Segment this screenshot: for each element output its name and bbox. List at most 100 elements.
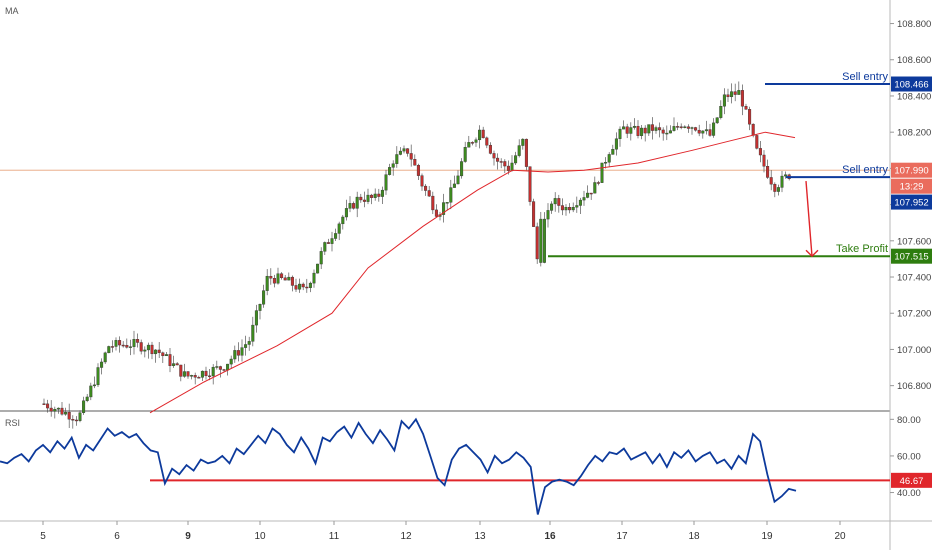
candlestick-series (42, 81, 791, 429)
candle-body (708, 129, 712, 136)
candle-body (294, 285, 298, 290)
candle-body (467, 142, 471, 148)
candle-body (611, 149, 615, 155)
candle-body (672, 126, 676, 131)
candle-body (380, 189, 384, 197)
candle-body (46, 403, 50, 409)
candle-body (100, 361, 104, 368)
price-tick-label: 107.400 (897, 273, 931, 284)
candle-body (704, 129, 708, 132)
candle-body (762, 154, 766, 167)
candle-body (665, 132, 669, 135)
candle-body (395, 154, 399, 164)
time-tick-label: 12 (400, 531, 412, 542)
price-tick-label: 108.400 (897, 91, 931, 102)
candle-body (211, 366, 215, 377)
candle-body (312, 272, 316, 284)
candle-body (524, 138, 528, 167)
candle-body (780, 175, 784, 188)
candle-body (276, 273, 280, 284)
candle-body (150, 344, 154, 355)
candle-body (164, 354, 168, 357)
candle-body (168, 354, 172, 366)
candle-body (208, 375, 212, 378)
candle-body (240, 347, 244, 356)
moving-average-line (149, 131, 796, 414)
candle-body (460, 161, 464, 177)
price-tick-label: 107.000 (897, 345, 931, 356)
candle-body (719, 106, 723, 118)
candle-body (593, 182, 597, 194)
projection-arrow (805, 181, 819, 258)
candle-body (546, 210, 550, 220)
candle-body (132, 339, 136, 347)
time-tick-label: 10 (254, 531, 266, 542)
price-tick-label: 108.600 (897, 55, 931, 66)
candle-body (204, 370, 208, 377)
candle-body (233, 350, 237, 360)
candle-body (118, 340, 122, 346)
candle-body (143, 349, 147, 352)
candle-body (186, 371, 190, 377)
candle-body (564, 207, 568, 211)
candle-body (755, 135, 759, 149)
candle-body (550, 203, 554, 211)
annotation-label: Sell entry (842, 164, 888, 176)
candle-body (740, 90, 744, 107)
candle-body (290, 276, 294, 286)
candle-body (78, 412, 82, 421)
projection-head (805, 249, 819, 258)
candle-body (614, 138, 618, 150)
candle-body (161, 352, 165, 357)
candle-body (308, 282, 312, 288)
candle-body (571, 207, 575, 211)
candle-body (420, 175, 424, 187)
sell-entry-1-badge-bg (891, 76, 932, 92)
candle-body (636, 125, 640, 136)
candle-body (535, 226, 539, 260)
candle-body (157, 349, 161, 353)
time-tick-label: 17 (616, 531, 628, 542)
candle-body (222, 369, 226, 371)
candle-body (553, 198, 557, 205)
candle-body (82, 400, 86, 413)
candle-body (200, 370, 204, 378)
candle-body (668, 130, 672, 134)
candle-body (488, 144, 492, 154)
candle-body (269, 275, 273, 279)
time-axis-ticks: 5 6 9 10 11 12 13 16 17 18 19 20 (40, 521, 846, 542)
candle-body (679, 126, 683, 128)
candle-body (175, 363, 179, 366)
candle-body (247, 341, 251, 345)
candle-body (154, 349, 158, 355)
candle-body (121, 344, 125, 347)
candle-body (560, 205, 564, 211)
candle-body (744, 106, 748, 110)
candle-body (146, 344, 150, 351)
candle-body (236, 350, 240, 356)
candle-body (528, 166, 532, 202)
candle-body (424, 185, 428, 191)
candle-body (737, 90, 741, 95)
current-price-badge: 107.990 (894, 166, 928, 177)
time-tick-label: 19 (761, 531, 773, 542)
time-tick-label: 18 (688, 531, 700, 542)
candle-body (661, 129, 665, 134)
time-tick-label: 6 (114, 531, 120, 542)
candle-body (542, 218, 546, 263)
candle-body (344, 208, 348, 218)
rsi-tick-label: 40.00 (897, 488, 921, 499)
price-tick-label: 108.200 (897, 128, 931, 139)
time-tick-label: 16 (544, 531, 556, 542)
candle-body (413, 159, 417, 166)
candle-body (283, 277, 287, 281)
candle-body (654, 127, 658, 131)
candle-body (758, 148, 762, 156)
candle-body (431, 195, 435, 211)
candle-body (751, 123, 755, 136)
candle-body (463, 147, 467, 162)
candle-body (733, 91, 737, 95)
candle-body (730, 91, 734, 98)
candle-body (215, 366, 219, 368)
candle-body (478, 129, 482, 141)
